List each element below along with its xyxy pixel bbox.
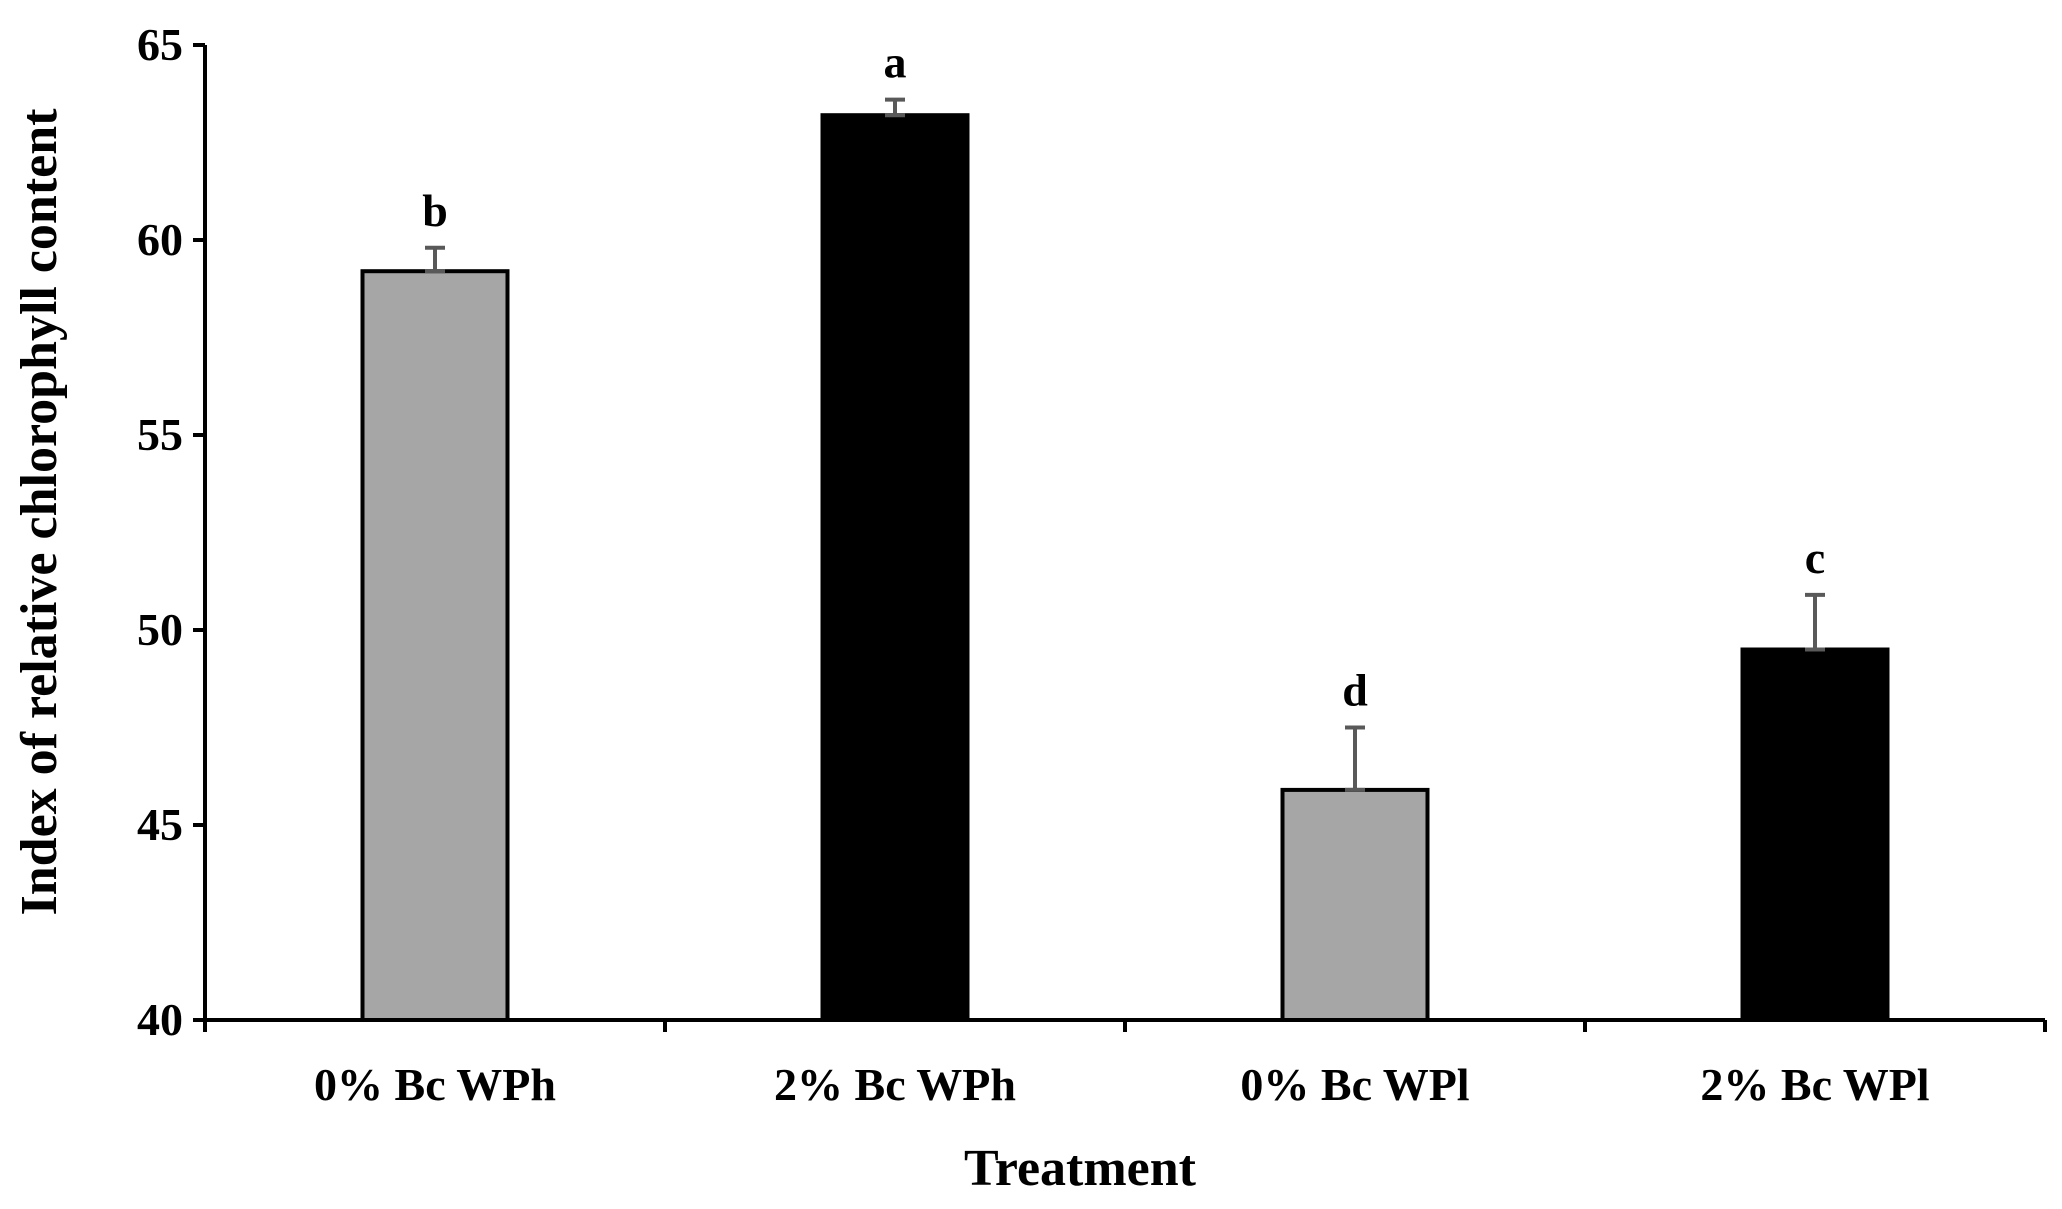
y-axis: 40 45 50 55 60 65 [137, 19, 207, 1045]
bar [1280, 787, 1430, 1023]
x-tick-label: 0% Bc WPl [1240, 1059, 1469, 1110]
significance-labels: b a d c [422, 37, 1825, 716]
x-tick-label: 2% Bc WPh [774, 1059, 1016, 1110]
y-tick-label: 65 [137, 19, 183, 70]
y-tick-label: 55 [137, 409, 183, 460]
bars [360, 113, 1890, 1023]
y-tick-label: 50 [137, 604, 183, 655]
significance-label: a [884, 37, 907, 88]
y-axis-title: Index of relative chlorophyll content [11, 108, 68, 916]
y-tick-label: 40 [137, 994, 183, 1045]
bar [360, 269, 510, 1022]
bar [820, 113, 970, 1022]
significance-label: d [1342, 665, 1368, 716]
x-tick-label: 2% Bc WPl [1700, 1059, 1929, 1110]
significance-label: b [422, 185, 448, 236]
y-tick-label: 60 [137, 214, 183, 265]
x-axis: 0% Bc WPh 2% Bc WPh 0% Bc WPl 2% Bc WPl [203, 1018, 2047, 1110]
error-bars [425, 97, 1825, 792]
significance-label: c [1805, 532, 1825, 583]
x-tick-label: 0% Bc WPh [314, 1059, 556, 1110]
x-axis-title: Treatment [964, 1140, 1197, 1197]
bar [1740, 647, 1890, 1022]
y-tick-label: 45 [137, 799, 183, 850]
